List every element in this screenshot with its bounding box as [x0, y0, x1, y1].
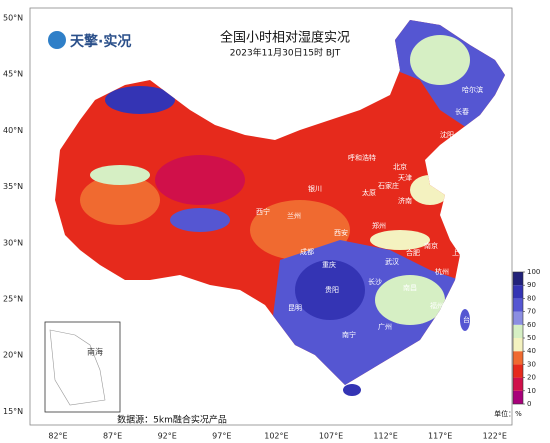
lon-label: 102°E: [264, 432, 288, 441]
place: 石家庄: [378, 181, 399, 190]
colorbar-segment: [513, 272, 523, 286]
lat-label: 45°N: [3, 70, 23, 79]
place-labels: 哈尔滨 长春 沈阳 呼和浩特 北京 天津 石家庄 济南 太原 银川 兰州 西宁 …: [87, 85, 483, 389]
hainan: [343, 384, 361, 396]
place: 合肥: [406, 248, 420, 257]
colorbar-segment: [513, 311, 523, 325]
lon-label: 112°E: [373, 432, 397, 441]
unit: 单位：%: [494, 409, 522, 418]
lat-label: 30°N: [3, 238, 23, 247]
place: 呼和浩特: [348, 153, 376, 162]
colorbar-label: 20: [527, 374, 536, 382]
place: 北京: [393, 162, 407, 171]
lat-label: 50°N: [3, 14, 23, 23]
place: 南海: [87, 347, 103, 357]
colorbar-label: 90: [527, 281, 536, 289]
place: 重庆: [322, 260, 336, 269]
colorbar-segment: [513, 338, 523, 352]
lat-label: 40°N: [3, 126, 23, 135]
place: 海口: [362, 380, 376, 389]
place: 南宁: [342, 330, 356, 339]
lat-label: 25°N: [3, 295, 23, 304]
logo-icon: [48, 31, 66, 49]
place: 南昌: [403, 283, 417, 292]
colorbar-label: 40: [527, 347, 536, 355]
place: 福州: [430, 301, 444, 310]
lon-label: 97°E: [212, 432, 231, 441]
source: 数据源：5km融合实况产品: [117, 414, 227, 426]
place: 太原: [362, 188, 376, 197]
colorbar-label: 100: [527, 268, 540, 276]
place: 银川: [308, 184, 322, 193]
place: 西宁: [256, 207, 270, 216]
place: 长沙: [368, 277, 382, 286]
place: 杭州: [435, 267, 449, 276]
place: 上海: [452, 248, 466, 257]
place: 成都: [300, 247, 314, 256]
logo: 天擎·实况: [70, 33, 131, 50]
place: 南京: [424, 241, 438, 250]
place: 武汉: [385, 257, 399, 266]
inset-map: [44, 321, 121, 413]
colorbar-segment: [513, 351, 523, 365]
lon-label: 117°E: [428, 432, 452, 441]
place: 广州: [378, 322, 392, 331]
colorbar-segment: [513, 377, 523, 391]
colorbar-segment: [513, 298, 523, 312]
subtitle: 2023年11月30日15时 BJT: [230, 47, 341, 59]
place: 昆明: [288, 304, 302, 312]
colorbar-segment: [513, 364, 523, 378]
colorbar-label: 30: [527, 360, 536, 368]
place: 天津: [398, 174, 412, 182]
colorbar-segment: [513, 324, 523, 338]
title: 全国小时相对湿度实况: [220, 30, 350, 46]
lon-label: 122°E: [483, 432, 507, 441]
lon-label: 107°E: [319, 432, 343, 441]
place: 兰州: [287, 211, 301, 220]
colorbar-label: 0: [527, 400, 531, 408]
lon-label: 82°E: [48, 432, 67, 441]
place: 贵阳: [325, 285, 339, 294]
place: 郑州: [372, 222, 386, 230]
place: 西安: [334, 228, 348, 237]
lat-label: 15°N: [3, 407, 23, 416]
taiwan: [460, 309, 470, 331]
lon-label: 92°E: [158, 432, 177, 441]
lat-label: 35°N: [3, 182, 23, 191]
inset-outline: [49, 329, 106, 406]
colorbar-label: 50: [527, 334, 536, 342]
colorbar-label: 70: [527, 308, 536, 316]
lat-label: 20°N: [3, 351, 23, 360]
place: 哈尔滨: [462, 85, 483, 94]
place: 拉萨: [175, 277, 189, 286]
colorbar-label: 10: [527, 387, 536, 395]
place: 台北: [463, 315, 477, 324]
lon-label: 87°E: [103, 432, 122, 441]
colorbar-segment: [513, 390, 523, 404]
place: 沈阳: [440, 130, 454, 139]
colorbar-label: 60: [527, 321, 536, 329]
place: 长春: [455, 107, 469, 116]
colorbar-segment: [513, 285, 523, 299]
place: 济南: [398, 196, 412, 205]
colorbar-label: 80: [527, 294, 536, 302]
